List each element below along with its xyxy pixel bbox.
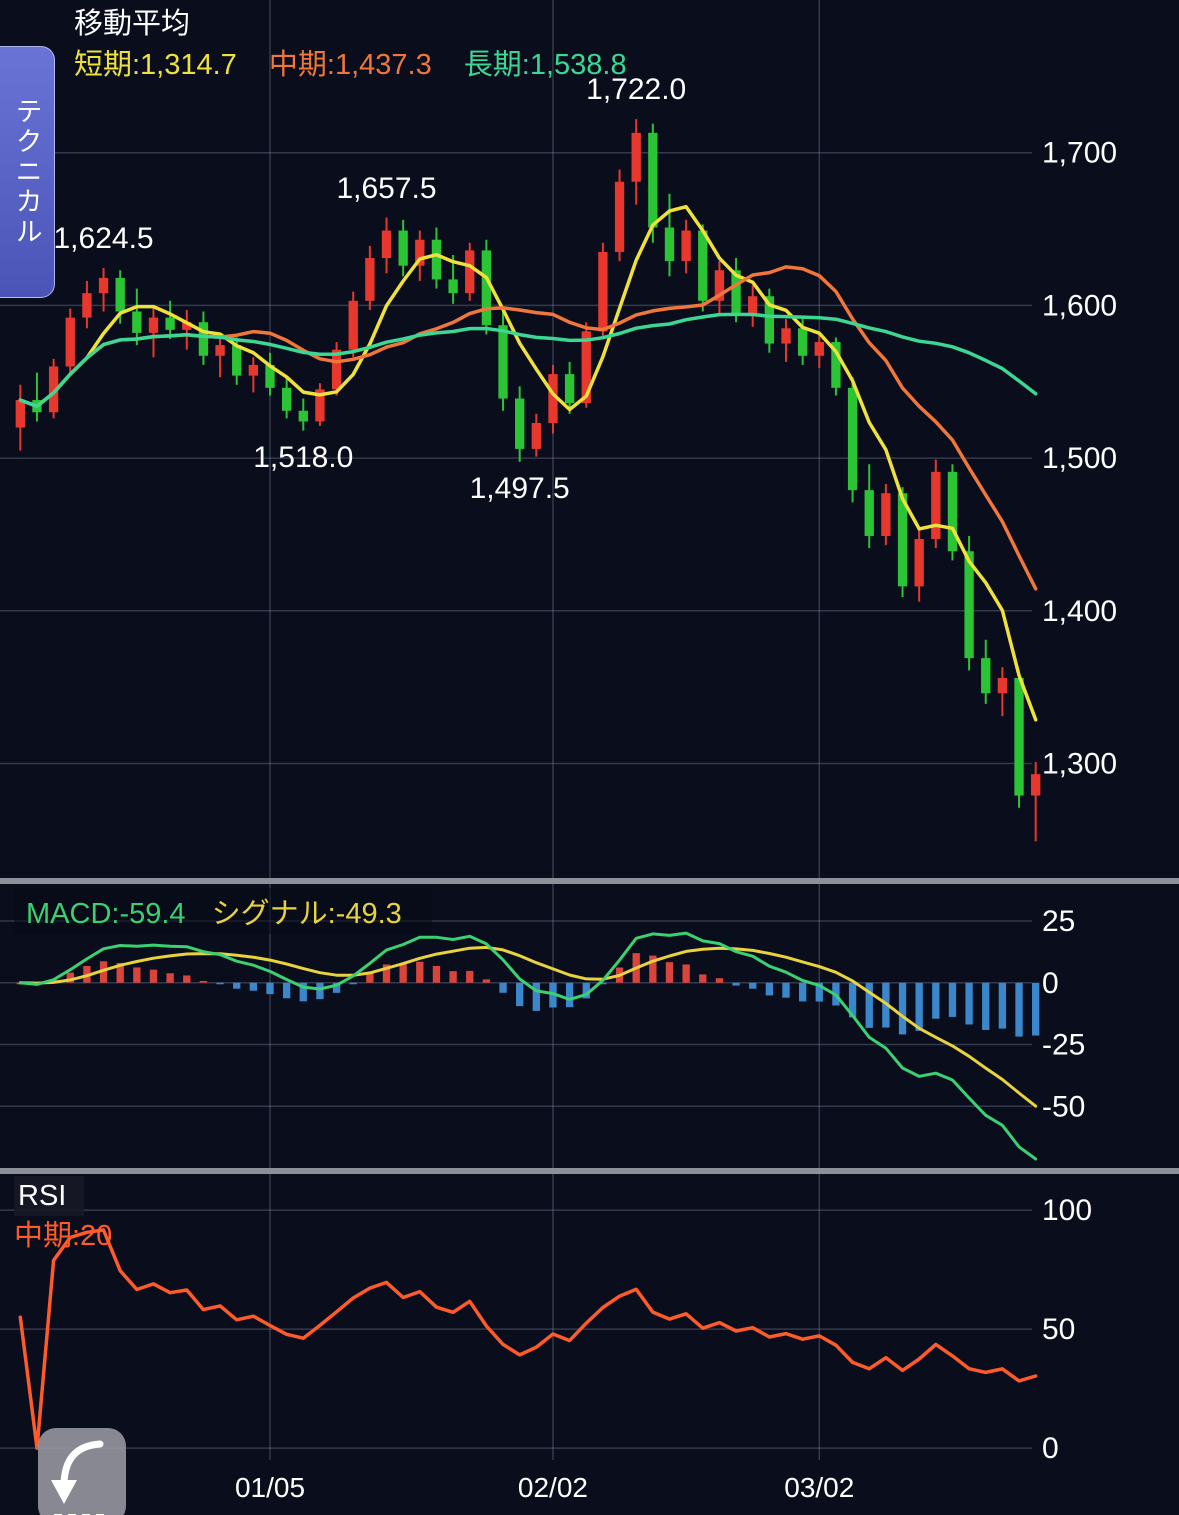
macd-chart[interactable]: 25 0 -25 -50 bbox=[0, 884, 1179, 1168]
price-annotation: 1,624.5 bbox=[53, 221, 154, 255]
rsi-panel[interactable]: 100 50 0 RSI 中期:20 bbox=[0, 1174, 1179, 1460]
price-panel[interactable]: 1,700 1,600 1,500 1,400 1,300 1,624.5 1,657.5… bbox=[0, 0, 1179, 878]
svg-text:-50: -50 bbox=[1042, 1090, 1085, 1123]
price-annotation: 1,657.5 bbox=[336, 171, 437, 205]
svg-text:1,300: 1,300 bbox=[1042, 747, 1117, 780]
macd-legend: MACD:-59.4 シグナル:-49.3 bbox=[14, 888, 432, 934]
svg-text:1,400: 1,400 bbox=[1042, 595, 1117, 628]
svg-text:25: 25 bbox=[1042, 905, 1075, 938]
rsi-legend-title: RSI bbox=[14, 1176, 85, 1216]
svg-text:100: 100 bbox=[1042, 1194, 1092, 1227]
macd-signal-value: シグナル:-49.3 bbox=[211, 898, 402, 930]
return-arrow-button[interactable] bbox=[38, 1428, 126, 1515]
rsi-chart[interactable]: 100 50 0 bbox=[0, 1174, 1179, 1460]
macd-value: MACD:-59.4 bbox=[26, 898, 186, 930]
rsi-legend: RSI 中期:20 bbox=[14, 1176, 112, 1256]
x-axis-date-label: 01/05 bbox=[234, 1472, 306, 1503]
rsi-mid-value: 中期:20 bbox=[14, 1220, 113, 1252]
return-arrow-icon bbox=[51, 1440, 110, 1515]
svg-text:1,500: 1,500 bbox=[1042, 442, 1117, 475]
ma-short-value: 短期:1,314.7 bbox=[74, 49, 237, 81]
svg-text:1,600: 1,600 bbox=[1042, 289, 1117, 322]
svg-text:0: 0 bbox=[1042, 967, 1059, 1000]
ma-long-value: 長期:1,538.8 bbox=[463, 49, 627, 81]
ma-legend: 移動平均 短期:1,314.7 中期:1,437.3 長期:1,538.8 bbox=[74, 4, 651, 86]
technical-tab[interactable]: テクニカル bbox=[0, 46, 55, 298]
x-axis-date-label: 03/02 bbox=[784, 1472, 855, 1503]
svg-text:50: 50 bbox=[1042, 1313, 1075, 1346]
macd-panel[interactable]: 25 0 -25 -50 MACD:-59.4 シグナル:-49.3 bbox=[0, 884, 1179, 1168]
x-axis: 01/05 02/02 03/02 bbox=[0, 1460, 1179, 1515]
price-annotation: 1,518.0 bbox=[253, 440, 354, 474]
x-axis-date-label: 02/02 bbox=[517, 1472, 588, 1503]
panel-resize-handle[interactable] bbox=[0, 1168, 1179, 1174]
ma-legend-title: 移動平均 bbox=[74, 8, 191, 40]
price-annotation: 1,722.0 bbox=[586, 73, 687, 107]
svg-text:0: 0 bbox=[1042, 1432, 1059, 1460]
svg-text:-25: -25 bbox=[1042, 1029, 1085, 1062]
price-chart[interactable]: 1,700 1,600 1,500 1,400 1,300 bbox=[0, 0, 1179, 878]
ma-mid-value: 中期:1,437.3 bbox=[268, 49, 432, 81]
svg-text:1,700: 1,700 bbox=[1042, 137, 1117, 170]
price-annotation: 1,497.5 bbox=[469, 471, 570, 505]
panel-resize-handle[interactable] bbox=[0, 878, 1179, 884]
